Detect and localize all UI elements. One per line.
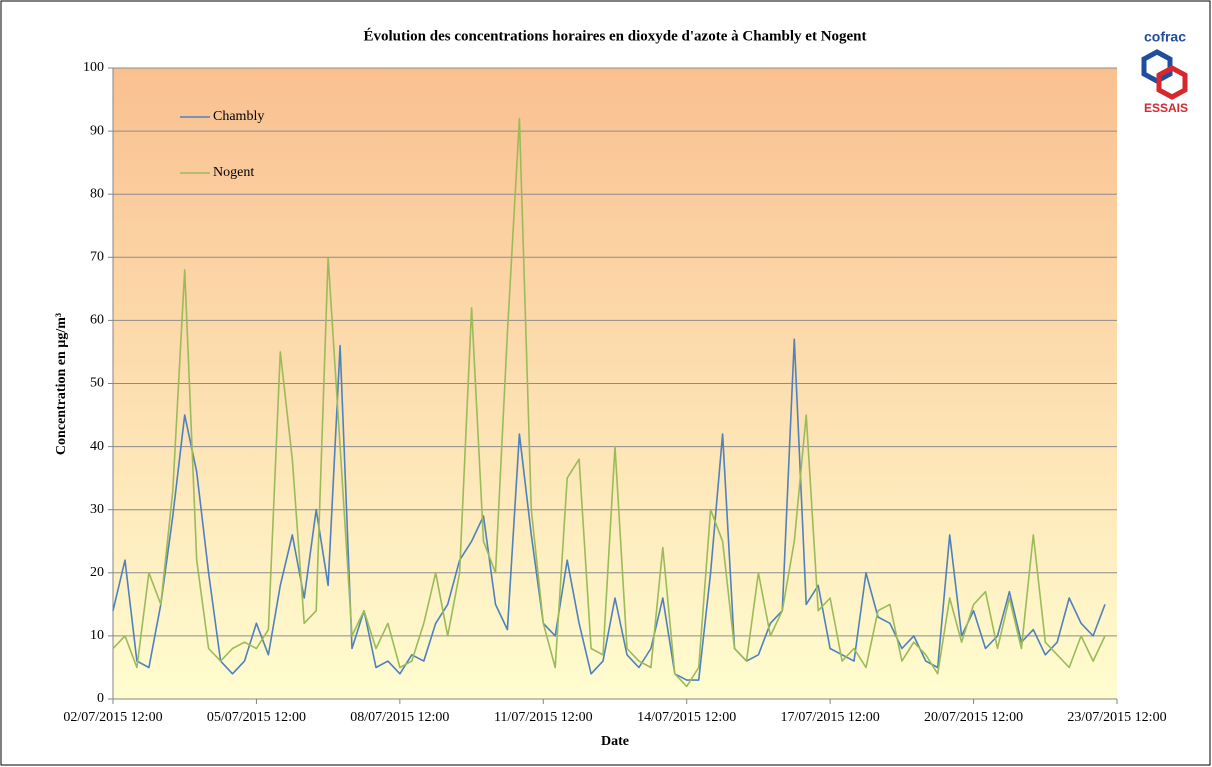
x-tick-label: 14/07/2015 12:00 (637, 710, 736, 725)
series-line (112, 117, 1106, 688)
logo-top: cofrac (1144, 29, 1186, 45)
x-tick-label: 05/07/2015 12:00 (207, 710, 306, 725)
x-tick-label: 11/07/2015 12:00 (494, 710, 593, 725)
y-tick-label: 80 (90, 186, 104, 201)
y-tick-label: 50 (90, 376, 104, 391)
x-tick-label: 20/07/2015 12:00 (924, 710, 1023, 725)
chart-title: Évolution des concentrations horaires en… (363, 27, 866, 44)
legend-label: Nogent (213, 165, 254, 180)
x-tick-label: 17/07/2015 12:00 (781, 710, 880, 725)
y-tick-label: 0 (97, 691, 104, 706)
x-tick-label: 02/07/2015 12:00 (63, 710, 162, 725)
legend-label: Chambly (213, 109, 264, 124)
y-tick-label: 90 (90, 123, 104, 138)
x-axis-label: Date (601, 734, 629, 749)
y-tick-label: 60 (90, 313, 104, 328)
y-tick-label: 40 (90, 439, 104, 454)
logo-bottom: ESSAIS (1144, 101, 1188, 115)
y-tick-label: 30 (90, 502, 104, 517)
logo: cofrac ESSAIS (1141, 29, 1188, 115)
y-tick-label: 20 (90, 565, 104, 580)
series-line (112, 338, 1106, 681)
y-tick-label: 100 (83, 60, 104, 75)
logo-hex (1156, 65, 1188, 100)
x-tick-label: 23/07/2015 12:00 (1067, 710, 1166, 725)
y-tick-label: 10 (90, 628, 104, 643)
y-axis-label: Concentration en µg/m³ (54, 313, 69, 455)
y-tick-label: 70 (90, 250, 104, 265)
x-tick-label: 08/07/2015 12:00 (350, 710, 449, 725)
